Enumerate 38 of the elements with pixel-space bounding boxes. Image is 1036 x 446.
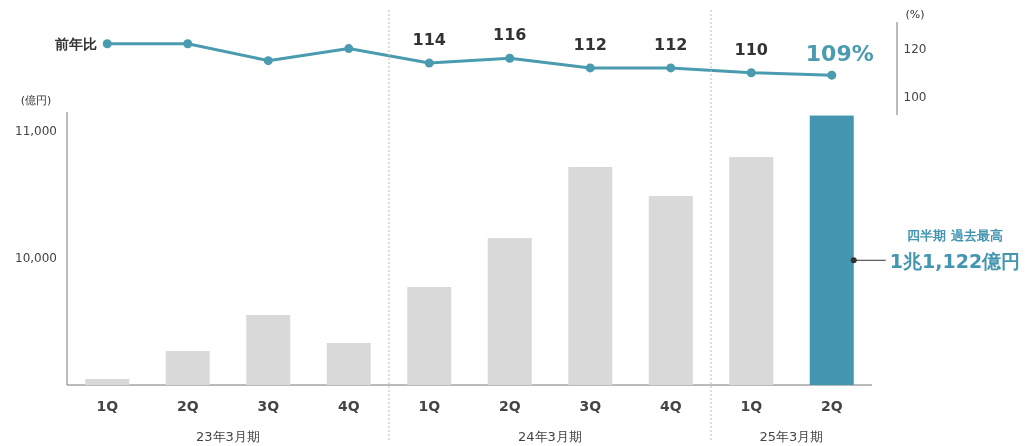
text: 1兆1,122億円 <box>889 250 1021 273</box>
x-tick-label: 1Q <box>96 398 119 414</box>
x-tick-label: 4Q <box>659 398 682 414</box>
data-label: 109% <box>805 41 874 67</box>
point <box>666 63 676 73</box>
text: 24年3月期 <box>518 429 582 444</box>
y-axis-title: (億円) <box>20 94 52 107</box>
data-label: 110 <box>734 39 768 59</box>
x-tick-label: 1Q <box>418 398 441 414</box>
point <box>183 39 193 49</box>
x-tick-label: 3Q <box>579 398 602 414</box>
y-tick-label: 10,000 <box>15 251 57 266</box>
x-tick-label: 3Q <box>257 398 280 414</box>
point <box>746 68 756 78</box>
y-tick-label: 11,000 <box>15 124 57 139</box>
data-label: 116 <box>493 25 527 45</box>
point <box>424 58 434 68</box>
text: 23年3月期 <box>196 429 260 444</box>
data-label: 112 <box>573 34 607 54</box>
point <box>585 63 595 73</box>
point <box>505 53 515 63</box>
point <box>344 44 354 54</box>
x-tick-label: 4Q <box>337 398 360 414</box>
y-axis-title: (%) <box>905 8 925 21</box>
data-label: 114 <box>412 30 446 50</box>
x-tick-label: 1Q <box>740 398 763 414</box>
y-tick-label: 100 <box>903 89 927 104</box>
x-tick-label: 2Q <box>820 398 843 414</box>
series-label: 前年比 <box>54 35 98 52</box>
x-tick-label: 2Q <box>176 398 199 414</box>
text: 四半期 過去最高 <box>907 228 1003 244</box>
text: 25年3月期 <box>759 429 824 444</box>
point <box>102 39 112 49</box>
x-tick-label: 2Q <box>498 398 521 414</box>
y-tick-label: 120 <box>903 41 927 56</box>
point <box>263 56 273 66</box>
point <box>827 70 837 80</box>
data-label: 112 <box>654 34 688 54</box>
